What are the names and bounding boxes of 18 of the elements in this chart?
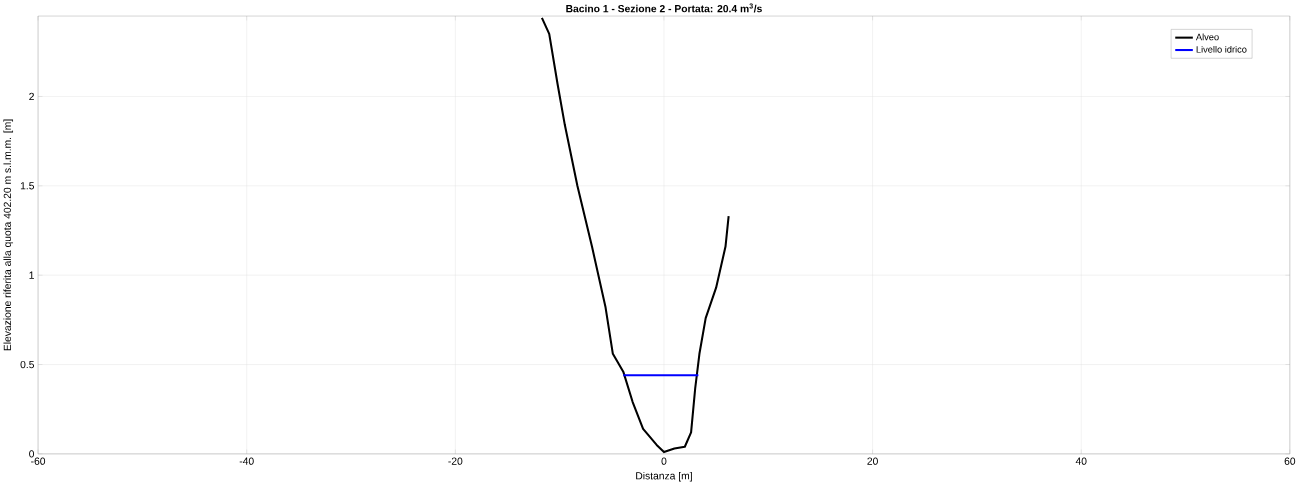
- y-axis-title: Elevazione riferita alla quota 402.20 m s.l.m.m. [m]: [3, 119, 14, 351]
- y-tick-label: 1.5: [20, 182, 35, 190]
- legend-label: Alveo: [1195, 33, 1219, 41]
- x-tick-label: 60: [1284, 457, 1296, 465]
- x-tick-label: 20: [867, 457, 878, 465]
- chart-title: Bacino 1 - Sezione 2 - Portata: 20.4 m$^{3}$/s: [566, 3, 762, 13]
- x-tick-label: -60: [31, 457, 46, 465]
- x-tick-label: -40: [239, 457, 254, 465]
- x-tick-label: 0: [661, 457, 667, 465]
- y-tick-label: 0: [29, 450, 35, 458]
- x-axis-title: Distanza [m]: [636, 471, 692, 482]
- y-tick-label: 1: [29, 271, 34, 279]
- y-tick-label: 0.5: [20, 360, 35, 369]
- x-tick-label: -20: [448, 457, 463, 465]
- y-tick-label: 2: [29, 92, 34, 101]
- x-tick-label: 40: [1075, 457, 1087, 465]
- line-series: [540, 16, 730, 454]
- legend-label: Livello idrico: [1196, 45, 1247, 53]
